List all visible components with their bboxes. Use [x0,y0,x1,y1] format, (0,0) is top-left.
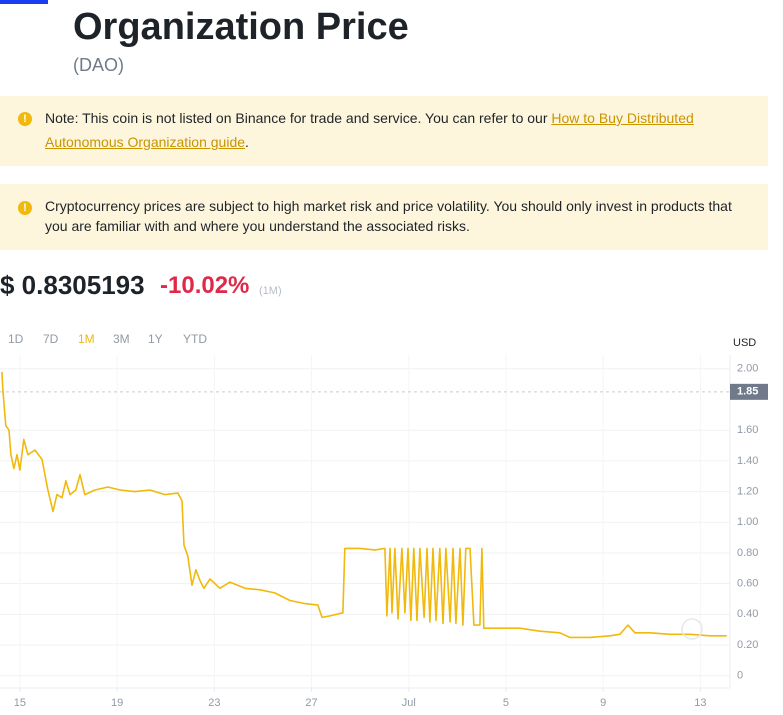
y-tick-label: 0.40 [737,608,758,620]
x-tick-label: Jul [402,697,416,709]
range-tabs: 1D 7D 1M 3M 1Y YTD [8,332,218,346]
current-label-box [730,383,768,400]
current-label: 1.85 [737,386,758,398]
x-tick-label: 15 [14,697,26,709]
y-tick-label: 0 [737,670,743,682]
y-tick-label: 1.40 [737,455,758,467]
price: $ 0.8305193 [0,270,145,300]
y-unit: USD [733,337,756,349]
notice-text: Cryptocurrency prices are subject to hig… [45,198,732,234]
notice-text: Note: This coin is not listed on Binance… [45,110,552,126]
notice: ! Cryptocurrency prices are subject to h… [0,184,768,250]
chart: USD 0 0.20 0.40 0.60 0.80 1.00 1.20 1.40 1.60 2.0… [0,337,768,709]
y-tick-label: 0.80 [737,547,758,559]
y-tick-label: 2.00 [737,363,758,375]
range-tab[interactable]: 1M [78,332,95,346]
range-tab[interactable]: 1Y [148,332,163,346]
range-tab[interactable]: 3M [113,332,130,346]
watermark [681,618,703,640]
y-tick-label: 1.00 [737,516,758,528]
x-tick-label: 27 [305,697,317,709]
title: Organization Price [73,6,409,48]
notice-link[interactable]: How to Buy Distributed Autonomous Organi… [45,110,694,150]
x-tick-label: 19 [111,697,123,709]
subtitle: (DAO) [73,55,124,75]
range-tab[interactable]: 7D [43,332,59,346]
top-bar [0,0,48,4]
price-change: -10.02% [160,272,250,299]
notice: ! Note: This coin is not listed on Binan… [0,96,768,166]
range-tab[interactable]: 1D [8,332,24,346]
y-tick-label: 0.20 [737,639,758,651]
notice-text: . [245,134,249,150]
x-tick-label: 13 [694,697,706,709]
range-tab[interactable]: YTD [183,332,207,346]
x-tick-label: 23 [208,697,220,709]
price-line [1,371,727,639]
y-tick-label: 1.20 [737,485,758,497]
y-tick-label: 0.60 [737,578,758,590]
y-tick-label: 1.60 [737,424,758,436]
warning-icon: ! [18,112,32,126]
period: (1M) [259,285,282,297]
x-tick-label: 5 [503,697,509,709]
warning-icon: ! [18,201,32,215]
x-tick-label: 9 [600,697,606,709]
